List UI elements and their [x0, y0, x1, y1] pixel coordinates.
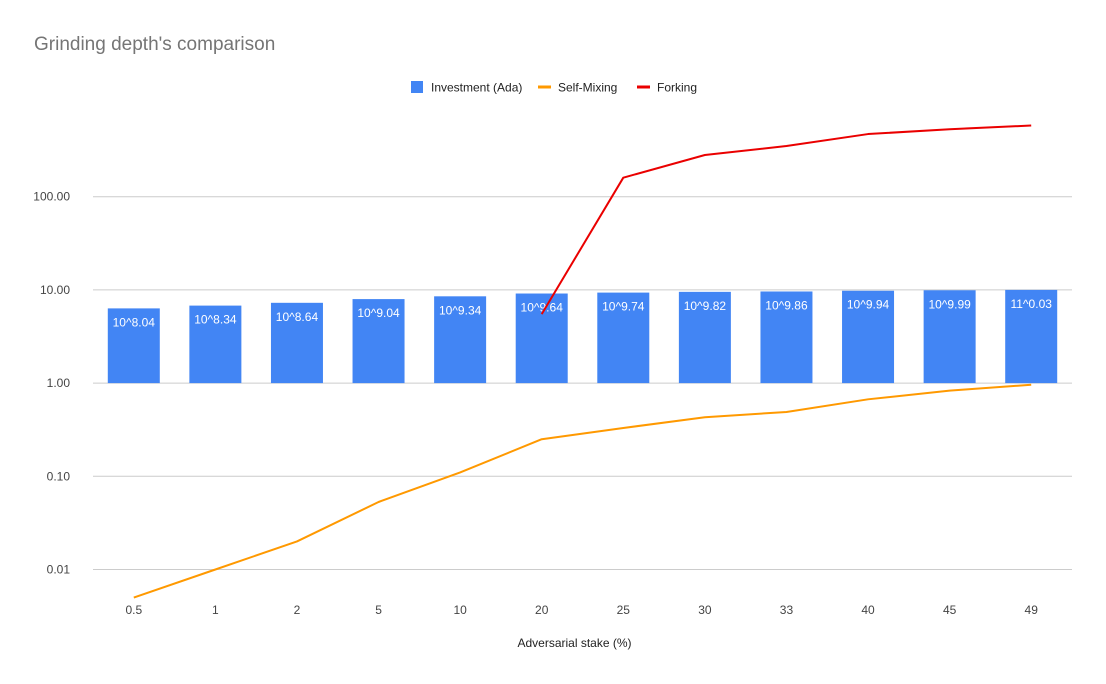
bar — [515, 293, 568, 384]
x-tick-label: 5 — [375, 603, 382, 617]
y-tick-label: 100.00 — [33, 190, 70, 204]
x-tick-label: 40 — [861, 603, 875, 617]
bar-data-label: 10^9.86 — [765, 298, 808, 312]
x-tick-label: 49 — [1025, 603, 1039, 617]
x-axis-title: Adversarial stake (%) — [517, 636, 631, 650]
bar — [678, 291, 731, 384]
bar — [434, 296, 487, 384]
legend-swatch — [637, 85, 650, 89]
bar — [352, 299, 405, 384]
bar — [597, 292, 650, 384]
bar — [760, 291, 813, 384]
y-tick-label: 1.00 — [47, 376, 71, 390]
bar — [270, 302, 323, 384]
bar-data-label: 10^9.82 — [684, 299, 727, 313]
legend-swatch — [411, 81, 423, 93]
series-line-forking — [540, 124, 1032, 315]
bar-data-label: 10^9.74 — [602, 300, 645, 314]
bar-data-label: 10^8.64 — [276, 310, 319, 324]
bar-data-label: 10^8.34 — [194, 313, 237, 327]
bar-data-label: 10^9.34 — [439, 303, 482, 317]
legend-label: Investment (Ada) — [431, 81, 522, 95]
y-tick-label: 0.10 — [47, 469, 71, 483]
bar — [842, 290, 895, 384]
bar-data-label: 10^9.99 — [928, 297, 971, 311]
x-tick-label: 1 — [212, 603, 219, 617]
bar — [1005, 289, 1058, 384]
x-tick-label: 25 — [617, 603, 631, 617]
bar-data-label: 10^9.64 — [521, 301, 564, 315]
x-tick-label: 33 — [780, 603, 794, 617]
y-tick-label: 0.01 — [47, 563, 71, 577]
x-tick-label: 10 — [453, 603, 467, 617]
legend-label: Self-Mixing — [558, 81, 617, 95]
bar — [107, 308, 160, 384]
legend-swatch — [538, 85, 551, 89]
x-tick-label: 2 — [294, 603, 301, 617]
bar — [189, 305, 242, 384]
x-tick-label: 0.5 — [125, 603, 142, 617]
y-tick-label: 10.00 — [40, 283, 70, 297]
x-tick-label: 45 — [943, 603, 957, 617]
legend-label: Forking — [657, 81, 697, 95]
x-tick-label: 30 — [698, 603, 712, 617]
bar-data-label: 10^9.94 — [847, 298, 890, 312]
bar-data-label: 11^0.03 — [1010, 297, 1052, 311]
bar — [923, 290, 976, 384]
x-tick-label: 20 — [535, 603, 549, 617]
series-line-self-mixing — [133, 383, 1032, 599]
bar-data-label: 10^9.04 — [357, 306, 400, 320]
chart-title: Grinding depth's comparison — [34, 34, 276, 55]
bar-data-label: 10^8.04 — [113, 315, 156, 329]
